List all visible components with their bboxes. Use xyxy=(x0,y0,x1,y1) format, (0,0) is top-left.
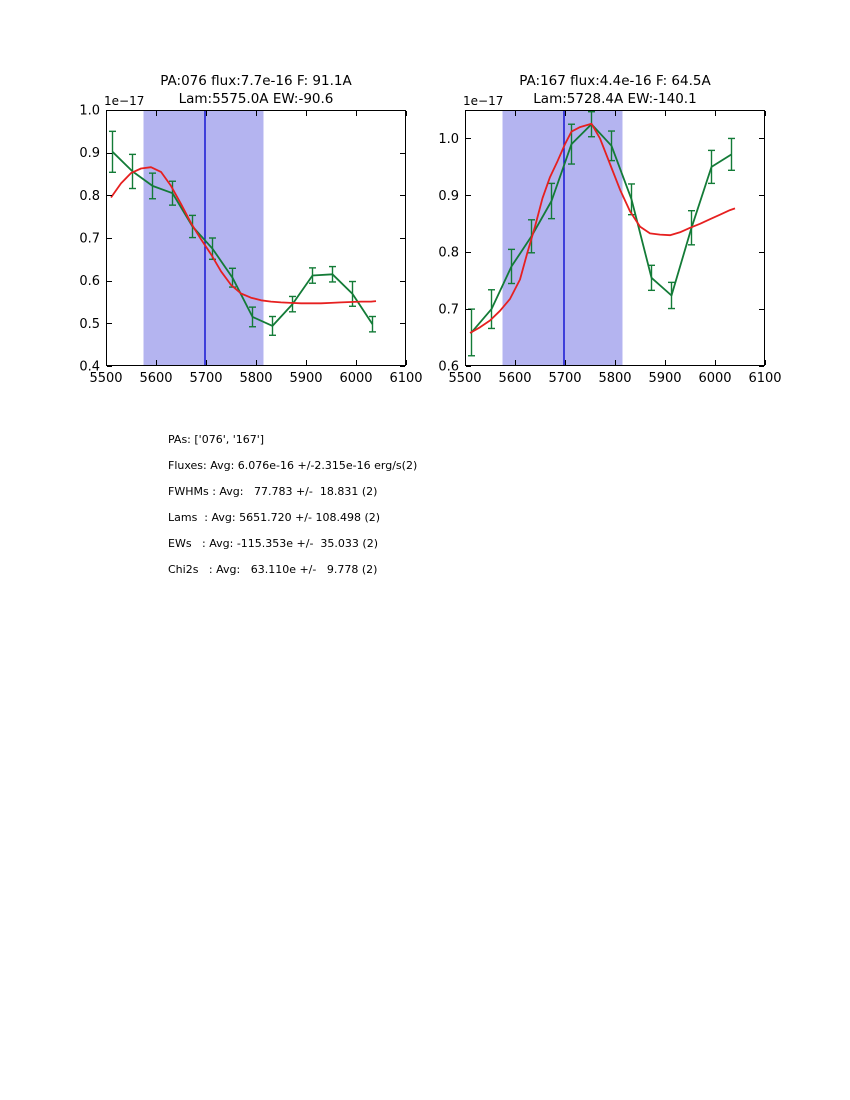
x-tick-label: 5800 xyxy=(598,371,631,386)
model-fit-line xyxy=(110,166,377,305)
y-tick-label: 0.5 xyxy=(79,317,100,332)
y-tick-label: 0.8 xyxy=(79,189,100,204)
model-fit-line xyxy=(469,122,736,334)
observed-spectrum-line xyxy=(111,151,374,327)
y-axis-offset-label: 1e−17 xyxy=(463,94,503,108)
x-tick-label: 6000 xyxy=(339,371,372,386)
y-tick-label: 1.0 xyxy=(79,104,100,119)
x-tick-label: 6100 xyxy=(389,371,422,386)
axes-frame xyxy=(465,110,765,366)
x-tick-label: 6000 xyxy=(698,371,731,386)
y-tick-label: 0.4 xyxy=(79,360,100,375)
y-tick-label: 0.9 xyxy=(438,189,459,204)
x-tick-label: 5900 xyxy=(648,371,681,386)
axis-ticks xyxy=(106,110,407,367)
y-tick-label: 1.0 xyxy=(438,132,459,147)
stats-line: Chi2s : Avg: 63.110e +/- 9.778 (2) xyxy=(168,563,378,576)
x-tick-label: 5500 xyxy=(448,371,481,386)
x-tick-label: 5700 xyxy=(189,371,222,386)
axis-tick-labels: 5500 5600 5700 5800 5900 6000 6100 0.4 0.5 0.6 0.7… xyxy=(79,104,422,387)
chart-title: PA:076 flux:7.7e-16 F: 91.1A xyxy=(160,73,352,89)
highlight-band xyxy=(502,110,623,366)
x-tick-label: 5500 xyxy=(89,371,122,386)
axis-tick-labels: 5500 5600 5700 5800 5900 6000 6100 0.6 0.7 0.8 0.9… xyxy=(438,132,781,386)
x-tick-label: 5600 xyxy=(139,371,172,386)
spectrum-plot-pa076: 5500 5600 5700 5800 5900 6000 6100 0.4 0.5 0.6 0.7… xyxy=(79,73,422,386)
y-tick-label: 0.7 xyxy=(79,232,100,247)
spectrum-plot-pa167: 5500 5600 5700 5800 5900 6000 6100 0.6 0.7 0.8 0.9… xyxy=(438,73,781,386)
stats-line: FWHMs : Avg: 77.783 +/- 18.831 (2) xyxy=(168,485,378,498)
x-tick-label: 5900 xyxy=(289,371,322,386)
y-axis-offset-label: 1e−17 xyxy=(104,94,144,108)
y-tick-label: 0.7 xyxy=(438,303,459,318)
chart-title: PA:167 flux:4.4e-16 F: 64.5A xyxy=(519,73,711,89)
y-tick-label: 0.6 xyxy=(438,360,459,375)
axis-ticks xyxy=(465,111,766,367)
stats-line: Lams : Avg: 5651.720 +/- 108.498 (2) xyxy=(168,511,381,524)
axes-frame xyxy=(106,110,406,366)
chart-subtitle: Lam:5575.0A EW:-90.6 xyxy=(179,91,334,107)
y-tick-label: 0.8 xyxy=(438,246,459,261)
observed-spectrum-line xyxy=(470,123,732,333)
stats-summary: PAs: ['076', '167'] Fluxes: Avg: 6.076e-1… xyxy=(168,427,417,583)
stats-line: PAs: ['076', '167'] xyxy=(168,433,265,446)
chart-subtitle: Lam:5728.4A EW:-140.1 xyxy=(533,91,696,107)
x-tick-label: 5600 xyxy=(498,371,531,386)
stats-line: Fluxes: Avg: 6.076e-16 +/-2.315e-16 erg/… xyxy=(168,459,418,472)
stats-line: EWs : Avg: -115.353e +/- 35.033 (2) xyxy=(168,537,378,550)
y-tick-label: 0.9 xyxy=(79,146,100,161)
y-tick-label: 0.6 xyxy=(79,274,100,289)
x-tick-label: 6100 xyxy=(748,371,781,386)
x-tick-label: 5800 xyxy=(239,371,272,386)
x-tick-label: 5700 xyxy=(548,371,581,386)
